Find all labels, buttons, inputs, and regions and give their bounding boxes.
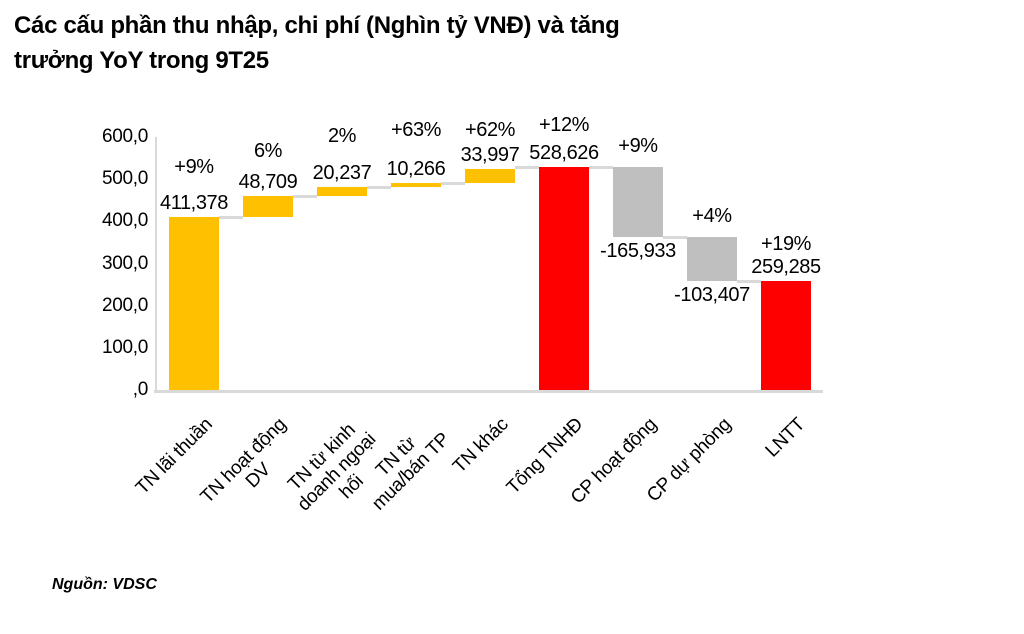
bar-value-label: 10,266 (386, 158, 446, 181)
bar-value-label: 259,285 (751, 255, 821, 278)
bar-value-label: 411,378 (159, 191, 228, 214)
bar-pct-label: +62% (464, 118, 516, 141)
waterfall-bar (761, 280, 811, 390)
bar-value-label: 33,997 (460, 143, 520, 166)
category-label-line: LNTT (761, 414, 809, 462)
y-tick-label: 500,0 (101, 168, 148, 190)
bar-pct-label: +19% (760, 232, 812, 255)
chart-title-line1: Các cấu phần thu nhập, chi phí (Nghìn tỷ… (14, 12, 620, 39)
bar-value-label: -103,407 (674, 283, 750, 306)
bar-pct-label: +9% (174, 155, 214, 178)
y-tick-label: 200,0 (101, 294, 148, 316)
bar-pct-label: 6% (253, 139, 283, 162)
bar-value-label: 48,709 (238, 170, 298, 193)
bar-value-label: -165,933 (600, 240, 676, 263)
bar-connector (737, 279, 761, 283)
waterfall-bar (317, 187, 367, 196)
bar-pct-label: +12% (538, 114, 590, 137)
bar-connector (293, 194, 317, 198)
chart-title-line2: trưởng YoY trong 9T25 (14, 47, 269, 74)
bar-value-label: 528,626 (529, 142, 599, 165)
source-note: Nguồn: VDSC (52, 576, 157, 593)
bar-connector (515, 166, 539, 170)
y-tick-label: 600,0 (101, 126, 148, 147)
waterfall-bar (465, 168, 515, 184)
bar-value-label: 20,237 (312, 162, 372, 185)
waterfall-bar (391, 183, 441, 188)
waterfall-bar (539, 167, 589, 390)
y-tick-label: 300,0 (101, 252, 148, 274)
bar-pct-label: +9% (618, 135, 658, 158)
category-label-line: TN khác (449, 414, 513, 478)
bar-connector (367, 186, 391, 190)
waterfall-bar (243, 195, 293, 217)
bar-connector (663, 236, 687, 240)
y-tick-label: ,0 (132, 379, 149, 400)
bar-pct-label: +4% (692, 205, 732, 228)
chart-title: Các cấu phần thu nhập, chi phí (Nghìn tỷ… (14, 8, 774, 78)
y-tick-label: 400,0 (101, 210, 148, 232)
x-axis-line (154, 390, 823, 393)
y-tick-label: 100,0 (101, 336, 148, 358)
waterfall-bar (169, 216, 219, 390)
bar-pct-label: +63% (390, 119, 442, 142)
bar-connector (441, 182, 465, 186)
bar-pct-label: 2% (327, 125, 357, 148)
bar-connector (589, 166, 613, 170)
category-label: LNTT (761, 414, 809, 462)
category-label: TN khác (449, 414, 512, 477)
bar-connector (219, 215, 243, 219)
waterfall-bar (687, 237, 737, 281)
waterfall-bar (613, 167, 663, 238)
y-axis-line (155, 137, 157, 393)
